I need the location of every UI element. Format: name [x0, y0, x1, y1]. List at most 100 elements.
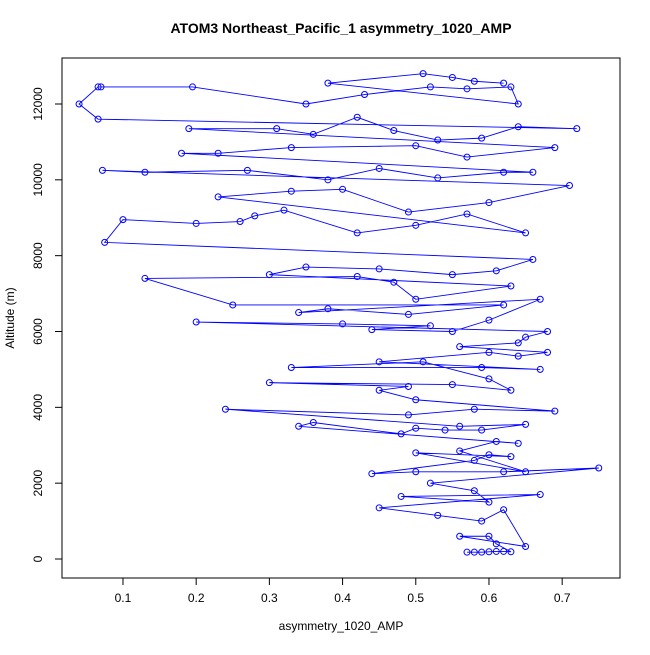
data-point — [339, 320, 347, 328]
data-point — [302, 263, 310, 271]
data-point — [544, 327, 552, 335]
data-point — [492, 547, 500, 555]
data-point — [507, 282, 515, 290]
data-point — [287, 187, 295, 195]
data-point — [302, 100, 310, 108]
data-point — [470, 456, 478, 464]
data-point — [375, 504, 383, 512]
data-point — [324, 176, 332, 184]
data-point — [185, 125, 193, 133]
data-point — [98, 166, 106, 174]
data-point — [189, 83, 197, 91]
y-tick-label: 10000 — [31, 163, 45, 197]
data-point — [368, 470, 376, 478]
data-point — [221, 405, 229, 413]
data-point — [448, 327, 456, 335]
y-axis-label: Altitude (m) — [3, 287, 17, 348]
data-point — [485, 451, 493, 459]
data-point — [397, 492, 405, 500]
y-tick-label: 4000 — [31, 394, 45, 421]
data-point — [478, 364, 486, 372]
data-point — [565, 182, 573, 190]
data-point — [470, 487, 478, 495]
data-point — [97, 83, 105, 91]
data-point — [456, 532, 464, 540]
series-line — [78, 73, 599, 553]
data-point — [514, 339, 522, 347]
x-axis-label: asymmetry_1020_AMP — [279, 619, 404, 633]
data-point — [265, 379, 273, 387]
data-point — [522, 229, 530, 237]
data-point — [595, 464, 603, 472]
data-point — [485, 316, 493, 324]
data-point — [492, 540, 500, 548]
data-point — [412, 221, 420, 229]
data-point — [375, 164, 383, 172]
data-point — [94, 83, 102, 91]
data-point — [368, 326, 376, 334]
data-point — [119, 216, 127, 224]
data-point — [470, 548, 478, 556]
data-point — [426, 83, 434, 91]
data-point — [287, 144, 295, 152]
data-point — [463, 85, 471, 93]
data-point — [529, 168, 537, 176]
data-point — [478, 548, 486, 556]
data-point — [544, 348, 552, 356]
data-point — [192, 219, 200, 227]
data-point — [463, 210, 471, 218]
data-point — [478, 517, 486, 525]
data-point — [75, 100, 83, 108]
y-tick-label: 0 — [31, 555, 45, 562]
data-point — [412, 424, 420, 432]
data-point — [404, 310, 412, 318]
data-point — [485, 348, 493, 356]
data-point — [522, 333, 530, 341]
data-point — [412, 142, 420, 150]
data-point — [243, 166, 251, 174]
data-point — [514, 352, 522, 360]
data-point — [273, 125, 281, 133]
data-point — [426, 479, 434, 487]
data-point — [507, 83, 515, 91]
data-point — [448, 73, 456, 81]
x-tick-label: 0.2 — [188, 591, 205, 605]
y-tick-label: 6000 — [31, 318, 45, 345]
data-point — [448, 271, 456, 279]
data-point — [478, 134, 486, 142]
data-point — [309, 419, 317, 427]
data-point — [507, 386, 515, 394]
data-point — [492, 267, 500, 275]
data-point — [214, 149, 222, 157]
data-point — [536, 365, 544, 373]
data-point — [500, 547, 508, 555]
data-point — [94, 115, 102, 123]
data-point — [485, 532, 493, 540]
data-point — [101, 238, 109, 246]
x-tick-label: 0.7 — [554, 591, 571, 605]
data-point — [500, 79, 508, 87]
data-point — [178, 149, 186, 157]
data-point — [456, 343, 464, 351]
data-point — [434, 174, 442, 182]
data-point — [500, 468, 508, 476]
data-point — [551, 407, 559, 415]
data-point — [419, 70, 427, 78]
data-point — [141, 274, 149, 282]
data-point — [412, 396, 420, 404]
data-point — [324, 79, 332, 87]
data-point — [324, 305, 332, 313]
data-point — [522, 420, 530, 428]
x-tick-label: 0.5 — [407, 591, 424, 605]
data-point — [536, 491, 544, 499]
data-point — [287, 364, 295, 372]
data-point — [426, 322, 434, 330]
data-point — [463, 548, 471, 556]
data-point — [339, 185, 347, 193]
data-point — [551, 144, 559, 152]
data-point — [441, 426, 449, 434]
data-point — [434, 511, 442, 519]
data-point — [463, 153, 471, 161]
x-tick-label: 0.1 — [115, 591, 132, 605]
data-point — [236, 218, 244, 226]
